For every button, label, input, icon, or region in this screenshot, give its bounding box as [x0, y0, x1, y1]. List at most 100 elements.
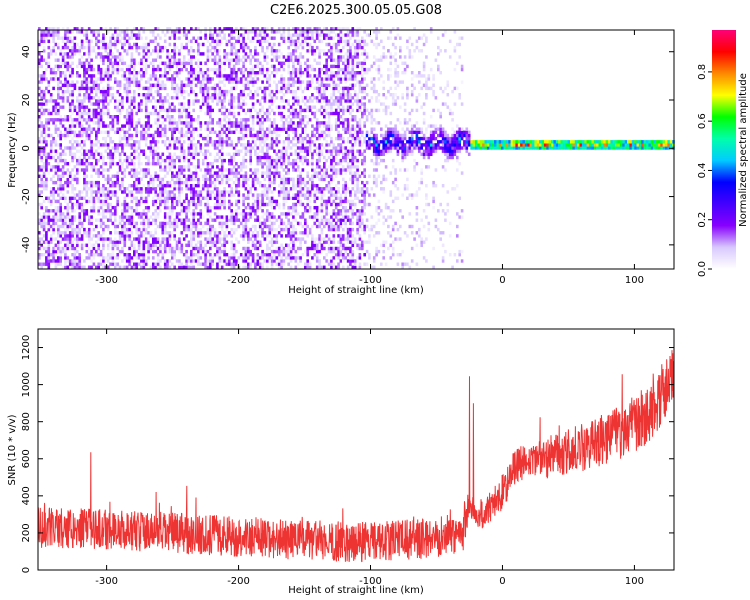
heat-cell — [244, 177, 248, 182]
heat-cell — [192, 171, 195, 175]
heat-cell — [61, 27, 65, 31]
heat-cell — [201, 174, 205, 178]
heat-cell — [209, 177, 212, 182]
heat-cell — [161, 184, 165, 188]
heat-cell — [306, 74, 309, 78]
heat-cell — [311, 180, 314, 185]
heat-cell — [258, 206, 262, 210]
heat-cell — [106, 74, 110, 78]
heat-cell — [87, 121, 91, 125]
heat-cell — [228, 143, 231, 147]
heat-cell — [161, 115, 165, 119]
heat-cell — [242, 61, 245, 65]
heat-cell — [296, 262, 300, 266]
heat-cell — [159, 180, 162, 185]
heat-cell — [266, 259, 269, 263]
heat-cell — [299, 30, 302, 34]
heat-cell — [185, 118, 188, 122]
heat-cell — [313, 149, 317, 153]
heat-cell — [95, 108, 98, 113]
heat-cell — [152, 237, 155, 241]
heat-cell — [287, 52, 290, 56]
heat-cell — [61, 218, 65, 222]
heat-cell — [228, 190, 231, 194]
heat-cell — [239, 212, 243, 216]
heat-cell — [135, 177, 138, 182]
heat-cell — [261, 184, 264, 188]
heat-cell — [118, 234, 122, 238]
heat-cell — [282, 152, 286, 156]
heat-cell — [306, 83, 309, 87]
heat-cell — [154, 130, 157, 134]
heat-cell — [85, 127, 89, 131]
heat-cell — [296, 99, 300, 103]
heat-cell — [40, 165, 43, 169]
heat-cell — [178, 52, 181, 56]
heat-cell — [104, 265, 108, 269]
heat-cell — [109, 190, 112, 194]
heat-cell — [256, 218, 260, 222]
heat-cell — [206, 58, 210, 62]
heat-cell — [209, 27, 212, 31]
heat-cell — [204, 136, 207, 141]
heat-cell — [97, 45, 100, 50]
heat-cell — [211, 77, 214, 81]
heat-cell — [190, 89, 193, 94]
heat-cell — [277, 27, 281, 31]
heat-cell — [73, 49, 77, 53]
heat-cell — [292, 234, 295, 238]
heat-cell — [218, 246, 222, 251]
heat-cell — [311, 243, 314, 247]
heat-cell — [137, 33, 141, 37]
heat-cell — [235, 58, 238, 62]
heat-cell — [118, 143, 122, 147]
heat-cell — [116, 162, 119, 166]
heat-cell — [102, 111, 105, 116]
heat-cell — [166, 155, 169, 160]
heat-cell — [87, 227, 91, 232]
heat-cell — [266, 152, 269, 156]
heat-cell — [109, 27, 112, 31]
heat-cell — [147, 133, 150, 138]
heat-cell — [114, 39, 117, 43]
heat-cell — [76, 265, 79, 269]
heat-cell — [282, 162, 286, 166]
heat-cell — [64, 80, 67, 84]
heat-cell — [304, 209, 307, 213]
heat-cell — [154, 190, 157, 194]
heat-cell — [268, 215, 271, 219]
heat-cell — [78, 227, 81, 232]
heat-cell — [242, 184, 245, 188]
heat-cell — [38, 202, 41, 207]
heat-cell — [299, 184, 302, 188]
heat-cell — [187, 77, 191, 81]
heat-cell — [244, 77, 248, 81]
heat-cell — [99, 108, 103, 113]
heat-cell — [235, 55, 238, 59]
heat-cell — [239, 45, 243, 50]
heat-cell — [57, 58, 60, 62]
heat-cell — [251, 36, 255, 40]
heat-cell — [109, 140, 112, 144]
heat-cell — [220, 221, 224, 226]
heat-cell — [223, 52, 226, 56]
heat-cell — [187, 80, 191, 84]
heat-cell — [204, 206, 207, 210]
heat-cell — [92, 102, 96, 106]
heat-cell — [92, 262, 96, 266]
heat-cell — [263, 143, 267, 147]
heat-cell — [258, 162, 262, 166]
heat-cell — [289, 249, 293, 254]
heat-cell — [239, 89, 243, 94]
heat-cell — [315, 118, 319, 122]
heat-cell — [135, 206, 138, 210]
heat-cell — [185, 77, 188, 81]
heat-cell — [225, 227, 229, 232]
heat-cell — [85, 36, 89, 40]
heat-cell — [194, 193, 198, 197]
heat-cell — [40, 64, 43, 69]
heat-cell — [99, 206, 103, 210]
heat-cell — [315, 108, 319, 113]
heat-cell — [99, 52, 103, 56]
heat-cell — [180, 86, 184, 91]
